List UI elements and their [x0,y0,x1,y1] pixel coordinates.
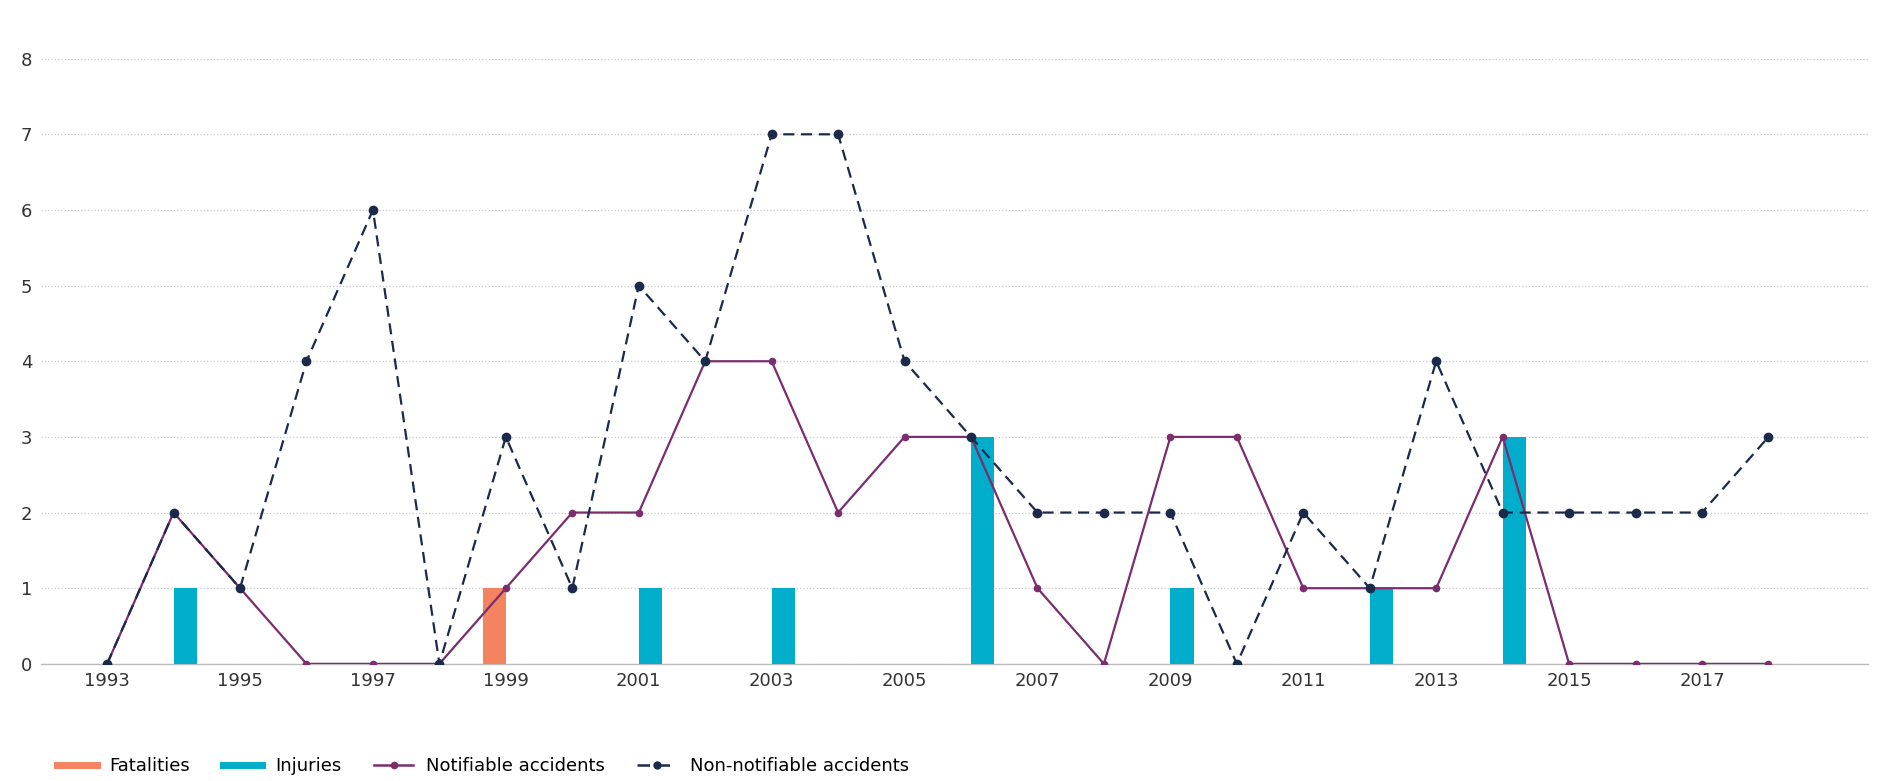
Bar [1502,437,1526,664]
Legend: Fatalities, Injuries, Notifiable accidents, Non-notifiable accidents: Fatalities, Injuries, Notifiable acciden… [49,750,916,781]
Bar [482,588,506,664]
Bar [1370,588,1392,664]
Bar [638,588,661,664]
Bar [1171,588,1194,664]
Bar [773,588,795,664]
Bar [174,588,196,664]
Bar [971,437,994,664]
